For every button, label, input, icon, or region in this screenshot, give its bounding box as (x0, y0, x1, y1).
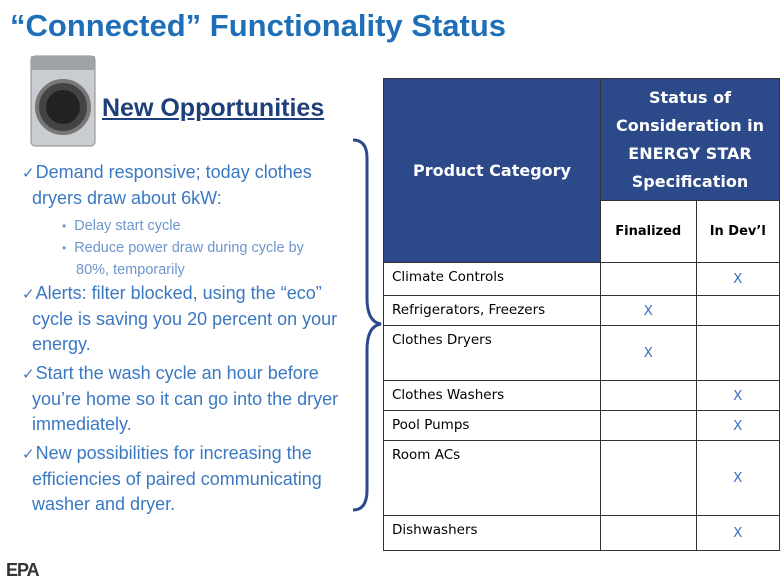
heading: New Opportunities (102, 94, 324, 123)
table-row: Dishwashers X (384, 516, 780, 551)
status-cell: X (601, 326, 697, 381)
bullet: Alerts: filter blocked, using the “eco” … (22, 281, 340, 357)
sub-bullet: Delay start cycle (22, 215, 340, 237)
status-cell (601, 263, 697, 296)
dryer-icon (30, 55, 96, 147)
status-cell: X (696, 381, 780, 411)
slide: “Connected” Functionality Status New Opp… (0, 0, 780, 581)
category-cell: Dishwashers (384, 516, 601, 551)
status-cell: X (696, 441, 780, 516)
category-cell: Clothes Washers (384, 381, 601, 411)
bullet: New possibilities for increasing the eff… (22, 441, 340, 517)
title: “Connected” Functionality Status (10, 8, 506, 44)
status-cell: X (696, 516, 780, 551)
status-cell (601, 411, 697, 441)
subheader-in-devl: In Dev’l (696, 201, 780, 263)
header-category: Product Category (384, 79, 601, 263)
status-cell: X (696, 411, 780, 441)
category-cell: Refrigerators, Freezers (384, 296, 601, 326)
status-cell (601, 441, 697, 516)
status-cell (601, 516, 697, 551)
table-row: Clothes Washers X (384, 381, 780, 411)
bullet: Start the wash cycle an hour before you’… (22, 361, 340, 437)
table-row: Pool Pumps X (384, 411, 780, 441)
footer-logo: EPA (6, 560, 39, 581)
status-cell (696, 326, 780, 381)
header-status: Status of Consideration in ENERGY STAR S… (601, 79, 780, 201)
category-cell: Clothes Dryers (384, 326, 601, 381)
table-row: Climate Controls X (384, 263, 780, 296)
table-row: Room ACs X (384, 441, 780, 516)
bullet-list: Demand responsive; today clothes dryers … (22, 160, 340, 521)
bullet: Demand responsive; today clothes dryers … (22, 160, 340, 211)
status-cell (696, 296, 780, 326)
status-cell (601, 381, 697, 411)
status-table: Product Category Status of Consideration… (383, 78, 780, 551)
sub-bullet: Reduce power draw during cycle by 80%, t… (22, 237, 340, 281)
status-cell: X (696, 263, 780, 296)
subheader-finalized: Finalized (601, 201, 697, 263)
category-cell: Room ACs (384, 441, 601, 516)
status-cell: X (601, 296, 697, 326)
category-cell: Climate Controls (384, 263, 601, 296)
brace (345, 138, 385, 513)
category-cell: Pool Pumps (384, 411, 601, 441)
